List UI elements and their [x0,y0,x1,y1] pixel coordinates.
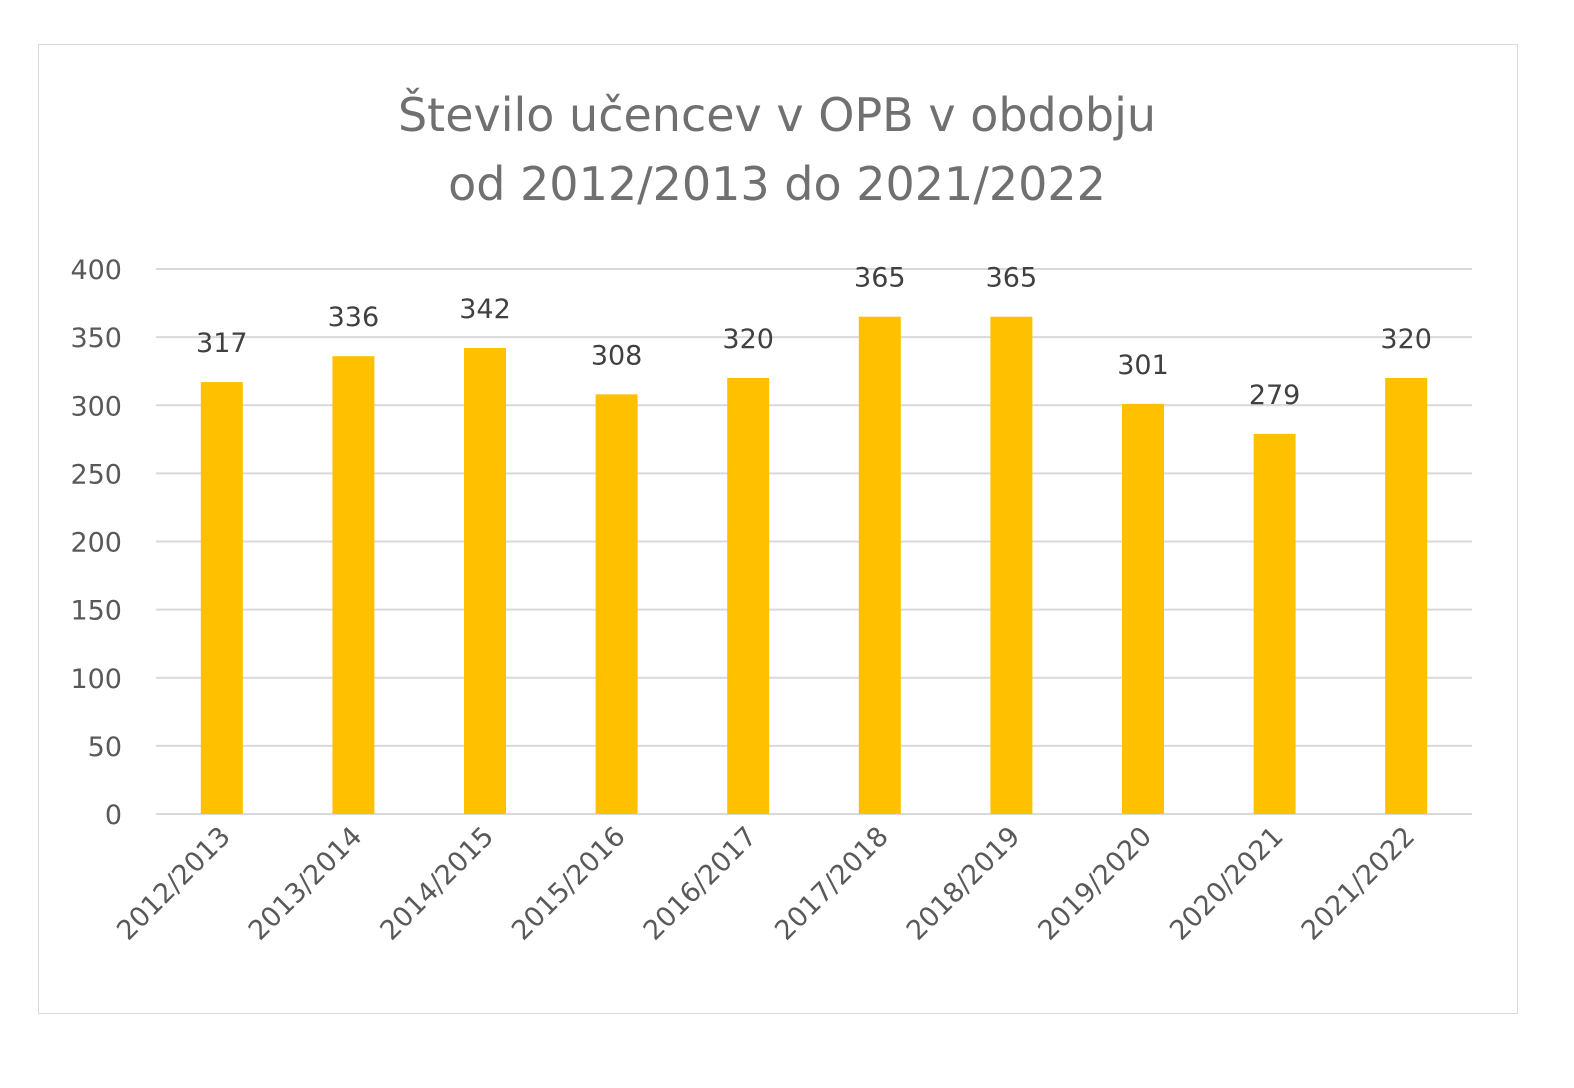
x-tick-label: 2012/2013 [111,821,237,947]
x-axis: 2012/2013 2013/2014 2014/2015 2015/2016 2016… [111,821,1421,947]
bar [332,356,375,814]
y-tick-label: 350 [70,323,122,354]
data-label: 279 [1249,380,1301,411]
data-label: 336 [328,302,380,333]
bar [200,382,243,814]
bar [990,316,1033,814]
data-label: 365 [986,263,1038,294]
bar [464,348,506,814]
data-label: 317 [196,328,248,359]
y-tick-label: 50 [88,732,122,763]
x-tick-label: 2016/2017 [638,821,764,947]
bar [1122,403,1164,814]
bar [727,378,770,814]
y-tick-label: 100 [70,664,122,695]
y-tick-label: 300 [70,391,122,422]
data-label: 320 [1380,324,1432,355]
x-tick-label: 2017/2018 [769,821,895,947]
bar [858,316,901,814]
x-tick-label: 2015/2016 [506,821,632,947]
x-tick-label: 2013/2014 [243,821,369,947]
document-text-fragment [0,1070,1574,1088]
x-tick-label: 2018/2019 [901,821,1027,947]
data-label: 342 [459,294,511,325]
data-label: 365 [854,263,906,294]
bar [1253,433,1296,814]
x-tick-label: 2014/2015 [374,821,500,947]
x-tick-label: 2020/2021 [1164,821,1290,947]
bar [595,394,638,814]
data-label: 301 [1117,350,1169,381]
bar [1385,378,1428,814]
gridlines [156,268,1472,815]
y-tick-label: 150 [70,596,122,627]
y-tick-label: 200 [70,528,122,559]
x-tick-label: 2021/2022 [1296,821,1422,947]
data-label: 320 [722,324,774,355]
y-tick-label: 0 [105,800,122,831]
y-tick-label: 250 [70,459,122,490]
x-tick-label: 2019/2020 [1032,821,1158,947]
chart-title-line-1: Število učencev v OPB v obdobju [398,87,1156,142]
y-tick-label: 400 [70,255,122,286]
y-axis: 0 50 100 150 200 250 300 350 400 [70,255,122,831]
data-labels: 317 336 342 308 320 365 365 301 279 320 [196,263,1432,411]
data-label: 308 [591,340,643,371]
chart-title-line-2: od 2012/2013 do 2021/2022 [448,157,1106,211]
bars [200,316,1428,814]
